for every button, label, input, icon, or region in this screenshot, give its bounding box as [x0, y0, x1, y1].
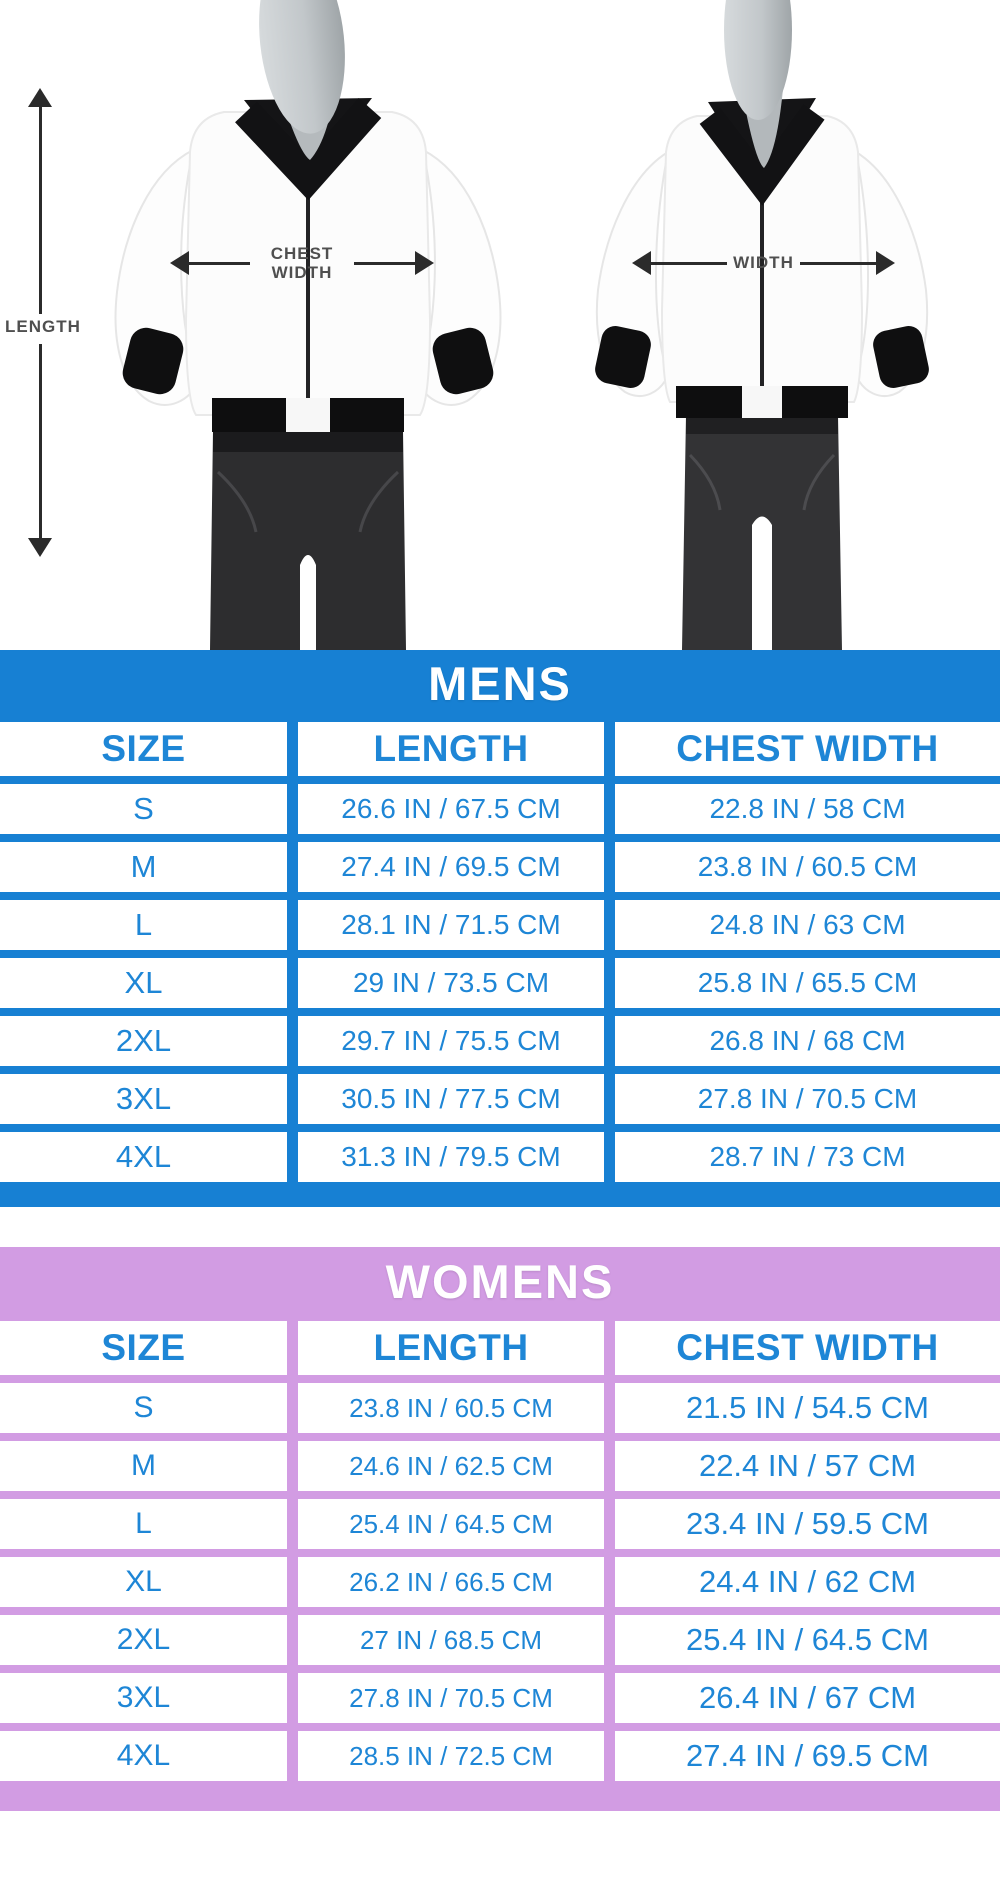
length-label: LENGTH — [5, 317, 81, 336]
chest-width-cell: 22.8 IN / 58 CM — [615, 784, 1000, 834]
womens-column-header-chest-width: CHEST WIDTH — [615, 1321, 1000, 1375]
chest-width-cell: 27.4 IN / 69.5 CM — [615, 1731, 1000, 1781]
size-cell: S — [0, 784, 287, 834]
chest-width-cell: 25.8 IN / 65.5 CM — [615, 958, 1000, 1008]
size-cell: L — [0, 1499, 287, 1549]
arrow-left-head — [632, 251, 651, 275]
width-label: WIDTH — [733, 253, 794, 273]
length-cell: 28.1 IN / 71.5 CM — [298, 900, 604, 950]
mens-column-header-length: LENGTH — [298, 722, 604, 776]
mannequin-photos — [114, 0, 929, 650]
length-arrow-icon — [28, 88, 52, 107]
chest-width-cell: 21.5 IN / 54.5 CM — [615, 1383, 1000, 1433]
length-cell: 27.4 IN / 69.5 CM — [298, 842, 604, 892]
chest-width-cell: 26.8 IN / 68 CM — [615, 1016, 1000, 1066]
mens-table-title: MENS — [428, 656, 572, 710]
size-cell: M — [0, 842, 287, 892]
chest-width-cell: 25.4 IN / 64.5 CM — [615, 1615, 1000, 1665]
length-cell: 27.8 IN / 70.5 CM — [298, 1673, 604, 1723]
chest-width-cell: 22.4 IN / 57 CM — [615, 1441, 1000, 1491]
size-cell: 2XL — [0, 1615, 287, 1665]
length-cell: 26.2 IN / 66.5 CM — [298, 1557, 604, 1607]
size-cell: 3XL — [0, 1673, 287, 1723]
length-cell: 29.7 IN / 75.5 CM — [298, 1016, 604, 1066]
chest-width-cell: 23.8 IN / 60.5 CM — [615, 842, 1000, 892]
arrow-shaft — [354, 261, 415, 265]
length-cell: 28.5 IN / 72.5 CM — [298, 1731, 604, 1781]
length-arrow-icon — [28, 538, 52, 557]
jacket-measurement-figure: LENGTH CHEST WIDTH WIDTH — [0, 0, 1000, 650]
chest-width-cell: 28.7 IN / 73 CM — [615, 1132, 1000, 1182]
womens-section: WOMENS SIZE LENGTH CHEST WIDTH S 23.8 IN… — [0, 1247, 1000, 1811]
size-cell: S — [0, 1383, 287, 1433]
length-cell: 23.8 IN / 60.5 CM — [298, 1383, 604, 1433]
size-cell: XL — [0, 958, 287, 1008]
arrow-left-head — [170, 251, 189, 275]
size-cell: XL — [0, 1557, 287, 1607]
chest-width-cell: 27.8 IN / 70.5 CM — [615, 1074, 1000, 1124]
size-cell: 3XL — [0, 1074, 287, 1124]
length-cell: 25.4 IN / 64.5 CM — [298, 1499, 604, 1549]
length-arrow-shaft — [39, 344, 42, 540]
womens-size-table: SIZE LENGTH CHEST WIDTH S 23.8 IN / 60.5… — [0, 1321, 1000, 1781]
womens-column-header-length: LENGTH — [298, 1321, 604, 1375]
mens-mannequin-photo — [114, 0, 502, 650]
size-cell: 2XL — [0, 1016, 287, 1066]
arrow-shaft — [189, 261, 250, 265]
arrow-right-head — [876, 251, 895, 275]
mens-column-header-chest-width: CHEST WIDTH — [615, 722, 1000, 776]
size-cell: 4XL — [0, 1731, 287, 1781]
arrow-shaft — [799, 261, 876, 265]
womens-table-title: WOMENS — [385, 1254, 615, 1308]
length-arrow-shaft — [39, 104, 42, 314]
chest-width-arrow-icon: CHEST WIDTH — [170, 240, 434, 286]
length-cell: 27 IN / 68.5 CM — [298, 1615, 604, 1665]
arrow-shaft — [651, 261, 728, 265]
length-cell: 26.6 IN / 67.5 CM — [298, 784, 604, 834]
length-cell: 30.5 IN / 77.5 CM — [298, 1074, 604, 1124]
length-cell: 24.6 IN / 62.5 CM — [298, 1441, 604, 1491]
chest-width-label: CHEST WIDTH — [270, 243, 334, 282]
arrow-right-head — [415, 251, 434, 275]
womens-column-header-size: SIZE — [0, 1321, 287, 1375]
womens-mannequin-photo — [595, 0, 929, 650]
mens-column-header-size: SIZE — [0, 722, 287, 776]
mens-section: MENS SIZE LENGTH CHEST WIDTH S 26.6 IN /… — [0, 650, 1000, 1207]
chest-width-cell: 24.4 IN / 62 CM — [615, 1557, 1000, 1607]
size-cell: L — [0, 900, 287, 950]
mens-title-band: MENS — [0, 650, 1000, 716]
length-cell: 31.3 IN / 79.5 CM — [298, 1132, 604, 1182]
length-cell: 29 IN / 73.5 CM — [298, 958, 604, 1008]
womens-title-band: WOMENS — [0, 1247, 1000, 1315]
chest-width-cell: 26.4 IN / 67 CM — [615, 1673, 1000, 1723]
width-arrow-icon: WIDTH — [632, 247, 895, 279]
size-cell: M — [0, 1441, 287, 1491]
chest-width-cell: 24.8 IN / 63 CM — [615, 900, 1000, 950]
size-cell: 4XL — [0, 1132, 287, 1182]
chest-width-cell: 23.4 IN / 59.5 CM — [615, 1499, 1000, 1549]
mens-size-table: SIZE LENGTH CHEST WIDTH S 26.6 IN / 67.5… — [0, 722, 1000, 1182]
